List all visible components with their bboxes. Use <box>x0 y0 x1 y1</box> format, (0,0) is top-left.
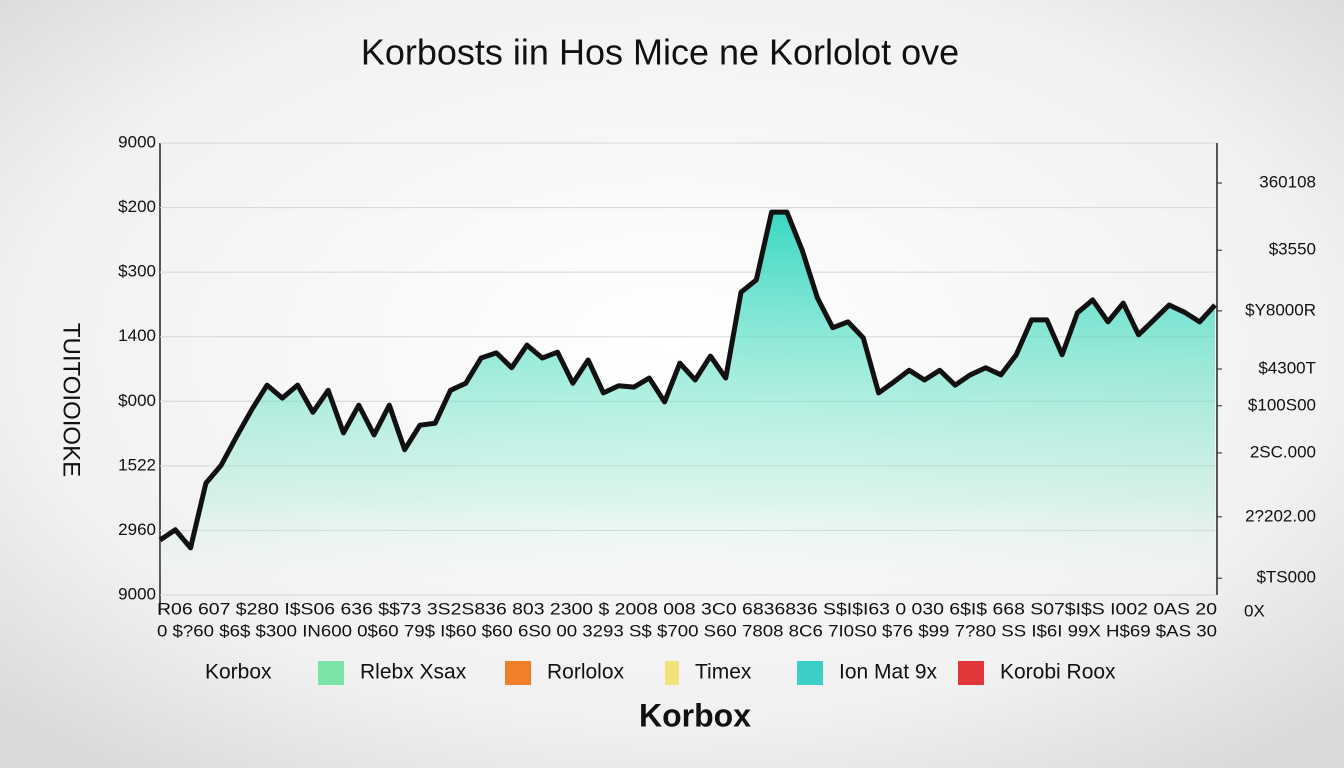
legend-swatch <box>318 661 344 685</box>
x-tick-row: R06 607 $280 I$S06 636 $$73 3S2S836 803 … <box>157 599 1217 618</box>
y2-tick-label: $3550 <box>1269 240 1316 259</box>
y-tick-label: $200 <box>118 197 156 216</box>
y-tick-label: 1400 <box>118 326 156 345</box>
legend-label: Timex <box>695 661 752 684</box>
y-tick-label: $300 <box>118 262 156 281</box>
y-tick-label: 2960 <box>118 520 156 539</box>
legend-label: Korobi Roox <box>1000 661 1116 684</box>
line <box>158 209 1217 551</box>
y2-tick-label: 2SC.000 <box>1250 442 1316 461</box>
legend-label: Ion Mat 9x <box>839 661 938 684</box>
y-tick-label: 9000 <box>118 584 156 603</box>
legend-label: Rlebx Xsax <box>360 661 467 684</box>
y2-tick-label: $Y8000R <box>1245 300 1316 319</box>
y-tick-label: 9000 <box>118 132 156 151</box>
legend-swatch <box>505 661 531 685</box>
legend-swatch <box>797 661 823 685</box>
legend-swatch <box>665 661 679 685</box>
y2-tick-label: $4300T <box>1258 358 1316 377</box>
x-tick-end: 0X <box>1244 601 1265 620</box>
y2-tick-label: $TS000 <box>1256 568 1316 587</box>
y2-tick-label: 360108 <box>1259 173 1316 192</box>
y2-tick-label: $100S00 <box>1248 395 1316 414</box>
legend-label: Korbox <box>205 661 272 684</box>
x-tick-row: 0 $?60 $6$ $300 IN600 0$60 79$ I$60 $60 … <box>157 621 1217 640</box>
legend-label: Rorlolox <box>547 661 625 684</box>
y-tick-label: $000 <box>118 391 156 410</box>
area-fill <box>160 212 1215 595</box>
y2-tick-label: 2?202.00 <box>1245 506 1316 525</box>
chart-title: Korbosts iin Hos Mice ne Korlolot ove <box>361 32 959 73</box>
legend-swatch <box>958 661 984 685</box>
x-axis-title: Korbox <box>639 697 751 733</box>
y-tick-label: 1522 <box>118 455 156 474</box>
y-axis-title: TUITOIOIOKE <box>58 323 85 477</box>
